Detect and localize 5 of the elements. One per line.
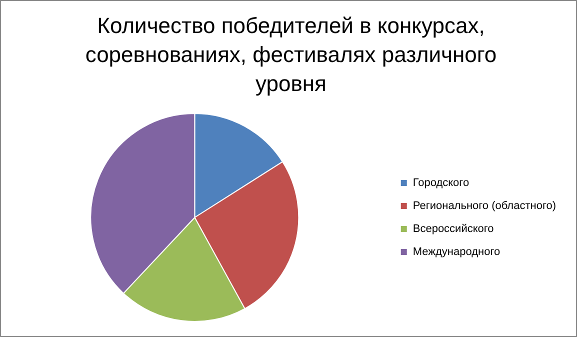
legend-label: Международного [412,246,500,258]
legend-label: Всероссийского [412,223,494,236]
chart-title: Количество победителей в конкурсах, соревнованиях, фестивалях различного уровня [84,12,498,98]
legend-label: Городского [412,177,470,190]
legend-label: Регионального (областного) [412,200,556,212]
